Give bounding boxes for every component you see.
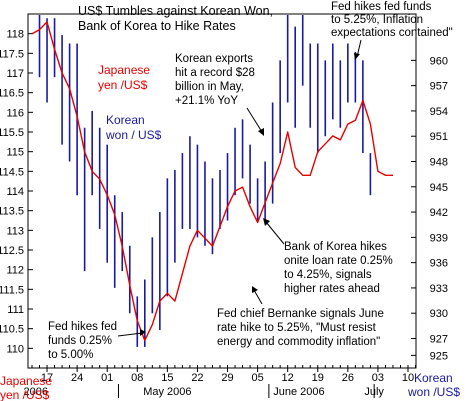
annotation-fed-may-arrow — [117, 332, 143, 337]
x-axis-tick-label: 03 — [372, 372, 384, 384]
right-axis-tick-label: 951 — [430, 131, 448, 143]
yen-series-label-line-1: Japanese — [98, 63, 150, 77]
left-axis: 110 110.5 111 111.5 112 112.5 113 113.5 114 114.5… — [0, 29, 33, 355]
annotation-bernanke-line: energy and commodity inflation" — [217, 336, 380, 348]
x-axis-month-label: 2006 — [24, 386, 48, 398]
annotation-fed-may: Fed hikes fed funds 0.25% to 5.00% — [48, 321, 146, 361]
x-axis-tick-label: 05 — [251, 372, 263, 384]
annotation-exports-arrow — [246, 107, 263, 133]
annotation-fed-may-arrowhead — [140, 329, 146, 336]
right-axis-tick-label: 957 — [430, 81, 448, 93]
left-axis-tick-label: 112.5 — [0, 245, 24, 257]
left-axis-tick-label: 116 — [6, 107, 24, 119]
left-axis-tick-label: 111.5 — [0, 284, 24, 296]
annotation-fed-may-line: to 5.00% — [48, 349, 93, 361]
left-axis-title-line-2: yen /US$ — [0, 388, 50, 401]
right-axis-tick-label: 948 — [430, 157, 448, 169]
left-axis-tick-label: 110.5 — [0, 324, 24, 336]
right-axis: 925 927 930 933 936 939 942 945 948 951 954 957 960 — [411, 55, 448, 362]
left-axis-tick-label: 111 — [7, 304, 24, 316]
annotation-bernanke-line: rate hike to 5.25%, "Must resist — [217, 322, 377, 334]
right-axis-tick-label: 930 — [430, 308, 448, 320]
annotation-exports-line: hit a record $28 — [175, 67, 255, 79]
annotation-bok-line: onite loan rate 0.25% — [284, 255, 393, 267]
right-axis-tick-label: 942 — [430, 207, 448, 219]
left-axis-tick-label: 118 — [6, 29, 24, 41]
annotation-exports-line: billion in May, — [175, 81, 244, 93]
left-axis-tick-label: 117.5 — [0, 48, 24, 60]
left-axis-tick-label: 114.5 — [0, 166, 24, 178]
right-axis-title-line-2: won /US$ — [407, 385, 460, 399]
chart-title-line-1: US$ Tumbles against Korean Won, — [78, 4, 273, 18]
left-axis-tick-label: 114 — [6, 186, 24, 198]
x-axis-month-label: June 2006 — [273, 386, 324, 398]
left-axis-tick-label: 117 — [6, 68, 24, 80]
annotation-fed-may-line: funds 0.25% — [48, 335, 112, 347]
right-axis-tick-label: 927 — [430, 334, 448, 346]
x-axis-tick-label: 10 — [402, 372, 414, 384]
annotation-exports-arrowhead — [258, 128, 264, 136]
left-axis-tick-label: 113.5 — [0, 206, 24, 218]
right-axis-tick-label: 925 — [430, 350, 448, 362]
right-axis-tick-label: 954 — [430, 106, 448, 118]
annotation-exports-line: +21.1% YoY — [175, 95, 238, 107]
annotation-fed-july-line: to 5.25%, Inflation — [331, 14, 423, 26]
x-axis-month-label: May 2006 — [143, 386, 191, 398]
annotation-bok-line: to 4.25%, signals — [284, 269, 372, 281]
x-axis: 17 24 01 08 15 22 29 05 12 19 26 03 10 2006 May 2006 Ju… — [24, 365, 417, 398]
annotation-bok-arrowhead — [263, 218, 270, 226]
japanese-yen-line — [31, 21, 393, 342]
annotation-fed-july-arrowhead — [354, 53, 360, 60]
left-axis-tick-label: 110 — [6, 343, 24, 355]
right-axis-tick-label: 936 — [430, 258, 448, 270]
x-axis-tick-label: 12 — [282, 372, 294, 384]
annotation-exports-line: Korean exports — [175, 53, 253, 65]
right-axis-title-line-1: Korean — [414, 371, 453, 385]
korean-won-bars — [38, 15, 372, 347]
annotation-bok: Bank of Korea hikes onite loan rate 0.25… — [263, 218, 393, 295]
x-axis-tick-label: 26 — [342, 372, 354, 384]
won-series-label-line-2: won / US$ — [105, 128, 162, 142]
left-axis-title-line-1: Japanese — [0, 374, 52, 388]
annotation-bok-line: higher rates ahead — [284, 283, 380, 295]
x-axis-tick-label: 01 — [101, 372, 113, 384]
x-axis-tick-label: 17 — [41, 372, 53, 384]
x-axis-tick-label: 24 — [71, 372, 83, 384]
right-axis-tick-label: 933 — [430, 283, 448, 295]
annotation-bernanke-line: Fed chief Bernanke signals June — [217, 308, 384, 320]
annotation-exports: Korean exports hit a record $28 billion … — [175, 53, 264, 136]
x-axis-tick-label: 19 — [312, 372, 324, 384]
chart-title-line-2: Bank of Korea to Hike Rates — [78, 19, 236, 33]
right-axis-tick-label: 960 — [430, 55, 448, 67]
x-axis-tick-label: 22 — [191, 372, 203, 384]
annotation-fed-july-line: expectations contained" — [331, 27, 453, 39]
won-series-label-line-1: Korean — [106, 113, 145, 127]
annotation-fed-july-line: Fed hikes fed funds — [331, 1, 432, 13]
annotation-bernanke-arrow — [253, 289, 263, 305]
left-axis-tick-label: 115 — [6, 147, 24, 159]
x-axis-tick-label: 15 — [161, 372, 173, 384]
annotation-bok-arrow — [265, 221, 285, 245]
yen-series-label-line-2: yen /US$ — [98, 78, 148, 92]
left-axis-tick-label: 112 — [6, 265, 24, 277]
x-axis-tick-label: 08 — [131, 372, 143, 384]
annotation-bok-line: Bank of Korea hikes — [284, 241, 387, 253]
left-axis-tick-label: 116.5 — [0, 88, 24, 100]
annotation-bernanke: Fed chief Bernanke signals June rate hik… — [217, 286, 384, 348]
left-axis-tick-label: 113 — [6, 225, 24, 237]
right-axis-tick-label: 945 — [430, 182, 448, 194]
annotation-fed-july: Fed hikes fed funds to 5.25%, Inflation … — [331, 1, 453, 60]
right-axis-tick-label: 939 — [430, 232, 448, 244]
x-axis-tick-label: 29 — [221, 372, 233, 384]
annotation-bernanke-arrowhead — [252, 286, 258, 293]
left-axis-tick-label: 115.5 — [0, 127, 24, 139]
annotation-fed-may-line: Fed hikes fed — [48, 321, 117, 333]
